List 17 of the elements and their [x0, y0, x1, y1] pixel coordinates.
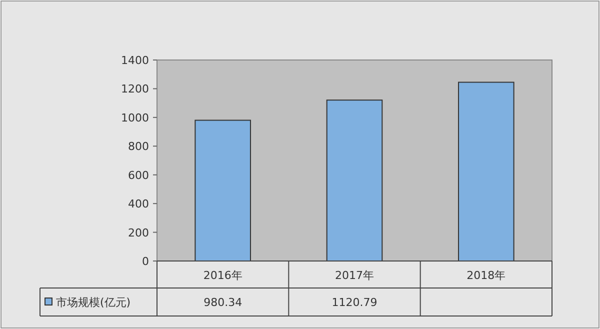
- legend-label: 市场规模(亿元): [56, 296, 131, 309]
- y-tick-label: 600: [128, 168, 149, 182]
- bar: [458, 82, 514, 262]
- y-tick-label: 1200: [121, 82, 149, 96]
- y-tick-label: 1000: [121, 111, 149, 124]
- x-tick-label: 2016年: [203, 269, 242, 282]
- x-tick-label: 2017年: [335, 269, 374, 282]
- y-tick-label: 1400: [121, 54, 149, 67]
- data-label: 980.34: [204, 296, 242, 309]
- y-tick-label: 400: [128, 198, 149, 211]
- bar: [194, 120, 251, 262]
- y-tick-label: 200: [128, 226, 149, 240]
- data-label: 1120.79: [332, 296, 378, 309]
- y-tick-label: 800: [128, 140, 149, 154]
- bar: [326, 100, 383, 262]
- y-tick-label: 0: [142, 255, 149, 268]
- x-tick-label: 2018年: [466, 269, 506, 282]
